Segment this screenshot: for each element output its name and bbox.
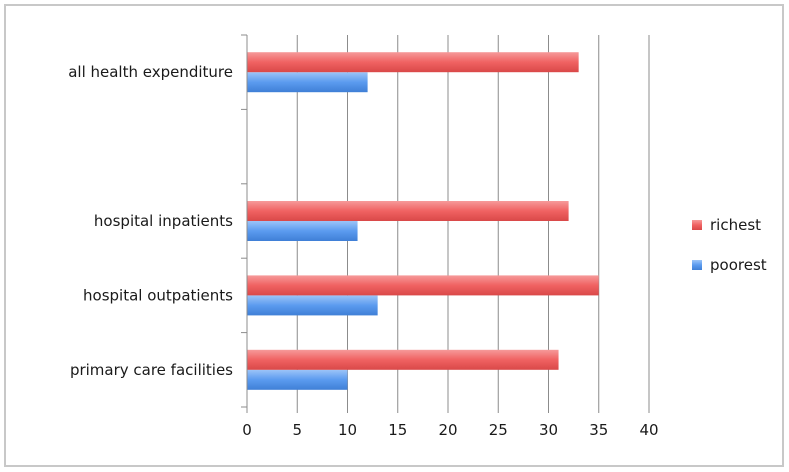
bar-richest-primary-care-facilities bbox=[247, 349, 559, 370]
legend: richest poorest bbox=[692, 216, 767, 274]
bar-chart: primary care facilities hospital outpatie… bbox=[68, 34, 767, 439]
x-tick-label-35: 35 bbox=[589, 421, 608, 439]
bar-richest-hospital-inpatients bbox=[247, 201, 569, 221]
bar-richest-hospital-outpatients bbox=[247, 275, 599, 296]
bar-poorest-hospital-inpatients bbox=[247, 221, 358, 241]
x-tick-labels: 0 5 10 15 20 25 30 35 40 bbox=[242, 421, 658, 439]
x-tick-label-5: 5 bbox=[292, 421, 302, 439]
x-tick-label-30: 30 bbox=[539, 421, 558, 439]
category-labels: primary care facilities hospital outpatie… bbox=[68, 63, 233, 379]
x-tick-label-15: 15 bbox=[388, 421, 407, 439]
x-tick-label-20: 20 bbox=[438, 421, 457, 439]
x-tick-label-0: 0 bbox=[242, 421, 252, 439]
category-label-all-health-expenditure: all health expenditure bbox=[68, 63, 233, 81]
category-label-primary-care-facilities: primary care facilities bbox=[70, 361, 233, 379]
chart-frame: primary care facilities hospital outpatie… bbox=[4, 4, 784, 467]
category-label-hospital-outpatients: hospital outpatients bbox=[83, 286, 233, 304]
legend-label-poorest: poorest bbox=[710, 256, 767, 274]
bar-richest-all-health-expenditure bbox=[247, 52, 579, 73]
legend-label-richest: richest bbox=[710, 216, 761, 234]
legend-swatch-poorest bbox=[692, 260, 702, 270]
bars bbox=[247, 52, 599, 390]
x-tick-label-25: 25 bbox=[489, 421, 508, 439]
x-tick-label-40: 40 bbox=[639, 421, 658, 439]
axes bbox=[241, 34, 650, 413]
bar-poorest-all-health-expenditure bbox=[247, 72, 368, 93]
bar-poorest-primary-care-facilities bbox=[247, 369, 348, 390]
x-tick-label-10: 10 bbox=[338, 421, 357, 439]
category-label-hospital-inpatients: hospital inpatients bbox=[94, 212, 233, 230]
legend-swatch-richest bbox=[692, 220, 702, 230]
bar-poorest-hospital-outpatients bbox=[247, 295, 378, 316]
